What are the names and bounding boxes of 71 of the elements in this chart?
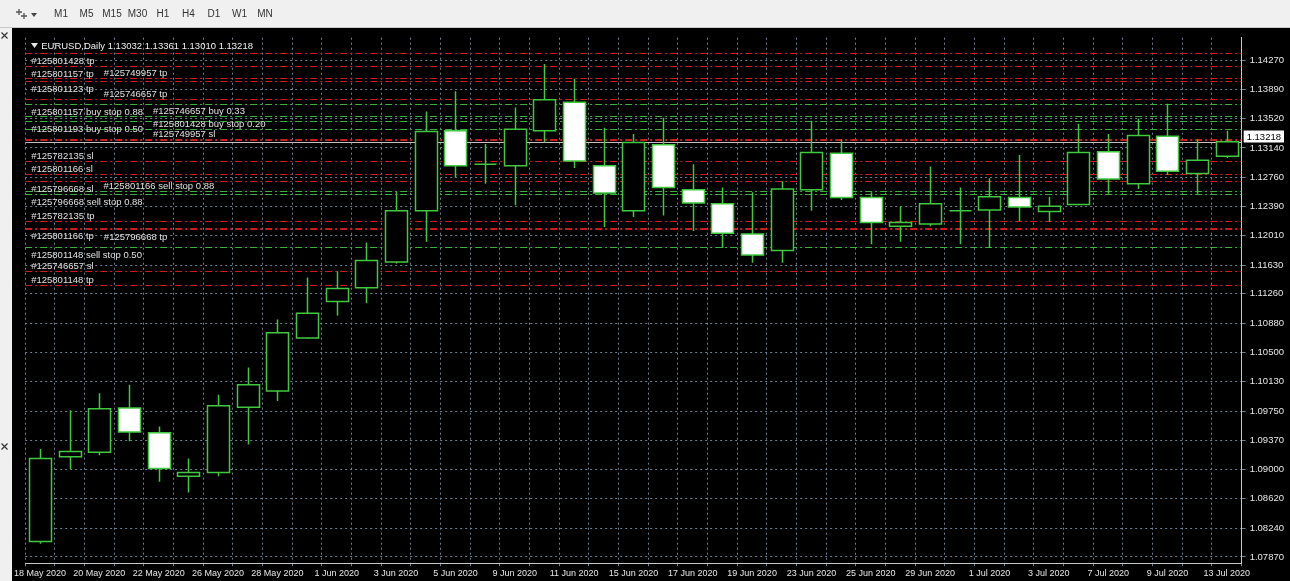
ref-line-label: #125796668 tp bbox=[103, 230, 168, 242]
x-tick-label: 23 Jun 2020 bbox=[786, 568, 837, 579]
period-label: M15 bbox=[101, 7, 123, 21]
x-tick-label: 5 Jun 2020 bbox=[433, 568, 478, 579]
y-tick-label: 1.10880 bbox=[1249, 316, 1284, 328]
x-tick-label: 7 Jul 2020 bbox=[1087, 568, 1129, 579]
y-tick-label: 1.07870 bbox=[1249, 550, 1284, 562]
period-label: M30 bbox=[126, 7, 149, 21]
ref-line-label: #125746657 tp bbox=[103, 88, 168, 99]
y-tick-label: 1.09000 bbox=[1249, 462, 1284, 474]
x-tick-label: 26 May 2020 bbox=[192, 568, 245, 579]
period-label: M1 bbox=[53, 7, 69, 21]
ref-line-label: #125801157 tp bbox=[31, 67, 94, 79]
ref-line-label: #125801166 tp bbox=[31, 229, 94, 241]
y-tick-label: 1.09370 bbox=[1249, 434, 1284, 446]
ref-line-label: #125801166 sl bbox=[31, 163, 93, 174]
x-tick-label: 9 Jun 2020 bbox=[492, 568, 538, 579]
y-tick-label: 1.13520 bbox=[1249, 112, 1284, 124]
ref-line-label: #125782135 sl bbox=[31, 150, 94, 161]
period-label: H4 bbox=[181, 7, 196, 21]
x-tick-label: 9 Jul 2020 bbox=[1146, 568, 1189, 579]
y-tick-label: 1.12760 bbox=[1249, 171, 1284, 183]
ref-line-label: #125801123 tp bbox=[31, 82, 94, 94]
candlestick bbox=[948, 186, 973, 245]
ref-line-label: #125796668 sell stop 0.88 bbox=[31, 195, 143, 207]
ref-line-label: #125749957 sl bbox=[152, 128, 216, 139]
ref-line-label: #125801428 tp bbox=[31, 54, 95, 66]
y-tick-label: 1.13890 bbox=[1249, 83, 1284, 95]
x-tick-label: 1 Jun 2020 bbox=[314, 568, 359, 579]
ref-line-label: #125801166 sell stop 0.88 bbox=[103, 180, 215, 191]
x-tick-label: 13 Jul 2020 bbox=[1203, 568, 1251, 579]
x-tick-label: 11 Jun 2020 bbox=[549, 568, 599, 579]
period-label: D1 bbox=[206, 7, 222, 21]
x-tick-label: 18 May 2020 bbox=[13, 568, 67, 579]
ref-line-label: #125746657 buy 0.33 bbox=[152, 105, 245, 116]
ref-line-label: #125801148 tp bbox=[31, 274, 94, 285]
candlestick bbox=[473, 143, 498, 185]
ref-line-label: #125746657 sl bbox=[31, 260, 94, 271]
x-tick-label: 3 Jul 2020 bbox=[1028, 568, 1070, 579]
x-tick-label: 20 May 2020 bbox=[73, 568, 126, 579]
y-tick-label: 1.10130 bbox=[1249, 375, 1284, 387]
y-tick-label: 1.14270 bbox=[1249, 53, 1284, 65]
ref-line-label: #125749957 tp bbox=[103, 67, 168, 78]
y-tick-label: 1.12390 bbox=[1249, 199, 1284, 211]
x-tick-label: 3 Jun 2020 bbox=[373, 568, 419, 579]
x-tick-label: 25 Jun 2020 bbox=[846, 568, 896, 579]
x-tick-label: 28 May 2020 bbox=[251, 568, 304, 579]
period-label: M5 bbox=[78, 7, 95, 21]
y-tick-label: 1.08240 bbox=[1249, 521, 1284, 533]
period-label: W1 bbox=[231, 7, 248, 21]
ref-line-label: #125796668 sl bbox=[31, 182, 94, 194]
y-tick-label: 1.11630 bbox=[1249, 258, 1284, 270]
ref-line-label: 1.13218 bbox=[1246, 130, 1281, 142]
y-tick-label: 1.11260 bbox=[1249, 287, 1284, 299]
y-tick-label: 1.12010 bbox=[1249, 229, 1284, 241]
x-tick-label: 1 Jul 2020 bbox=[968, 568, 1011, 579]
period-label: H1 bbox=[155, 7, 171, 21]
y-tick-label: 1.09750 bbox=[1249, 404, 1284, 416]
x-tick-label: 22 May 2020 bbox=[132, 568, 185, 579]
ref-line-label: #125801148 sell stop 0.50 bbox=[31, 248, 142, 260]
y-tick-label: 1.13140 bbox=[1249, 141, 1284, 153]
ref-line-label: #125782135 tp bbox=[31, 210, 95, 221]
x-tick-label: 17 Jun 2020 bbox=[667, 568, 718, 579]
ref-line-label: #125801157 buy stop 0.88 bbox=[31, 105, 143, 117]
y-tick-label: 1.10500 bbox=[1249, 346, 1284, 358]
x-tick-label: 15 Jun 2020 bbox=[608, 568, 659, 579]
chart-title: EURUSD,Daily 1.13032 1.13361 1.13010 1.13218 bbox=[41, 39, 253, 51]
period-label: MN bbox=[256, 7, 274, 21]
x-tick-label: 29 Jun 2020 bbox=[905, 568, 955, 579]
x-tick-label: 19 Jun 2020 bbox=[727, 568, 777, 579]
y-tick-label: 1.08620 bbox=[1249, 492, 1284, 504]
